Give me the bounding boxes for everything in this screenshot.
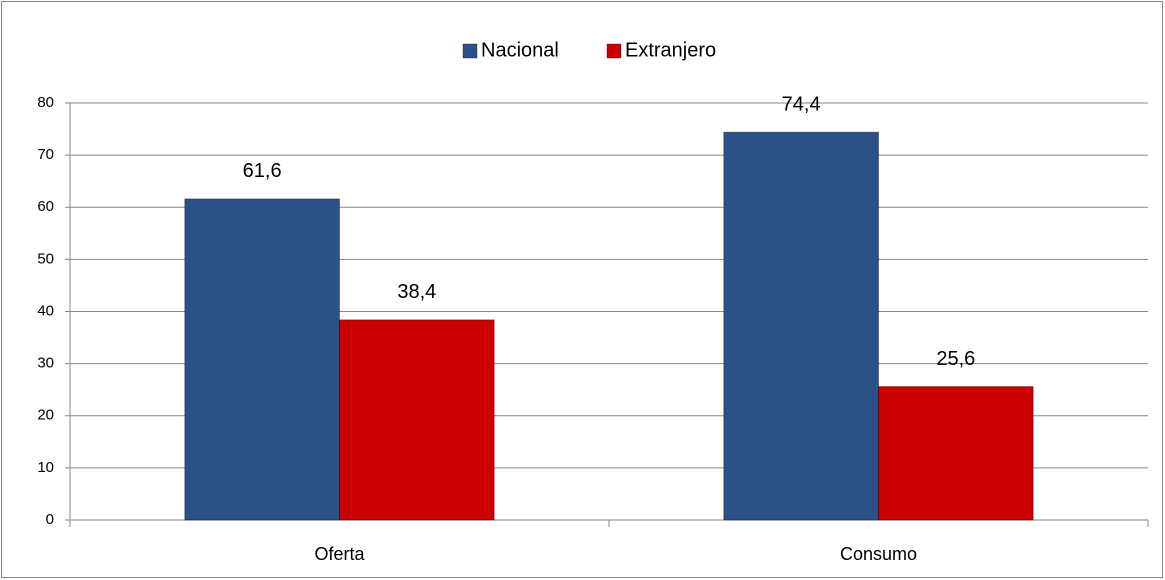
y-tick-label: 10 <box>37 459 54 476</box>
y-tick-label: 80 <box>37 94 54 111</box>
y-tick-label: 50 <box>37 250 54 267</box>
y-tick-label: 60 <box>37 198 54 215</box>
legend-marker <box>606 43 622 59</box>
y-tick-label: 70 <box>37 146 54 163</box>
legend-marker <box>462 43 478 59</box>
legend-label: Extranjero <box>625 39 716 61</box>
y-tick-label: 30 <box>37 355 54 372</box>
x-tick-label: Consumo <box>840 544 917 564</box>
y-tick-label: 20 <box>37 407 54 424</box>
x-tick-label: Oferta <box>314 544 365 564</box>
bar <box>878 386 1034 521</box>
data-label: 61,6 <box>243 160 282 182</box>
y-tick-label: 0 <box>46 511 54 528</box>
bar <box>339 319 495 521</box>
legend-label: Nacional <box>481 39 559 61</box>
data-label: 38,4 <box>397 281 436 303</box>
data-label: 25,6 <box>936 348 975 370</box>
bar <box>723 131 879 521</box>
data-label: 74,4 <box>782 93 821 115</box>
y-tick-label: 40 <box>37 302 54 319</box>
bar <box>184 198 340 521</box>
